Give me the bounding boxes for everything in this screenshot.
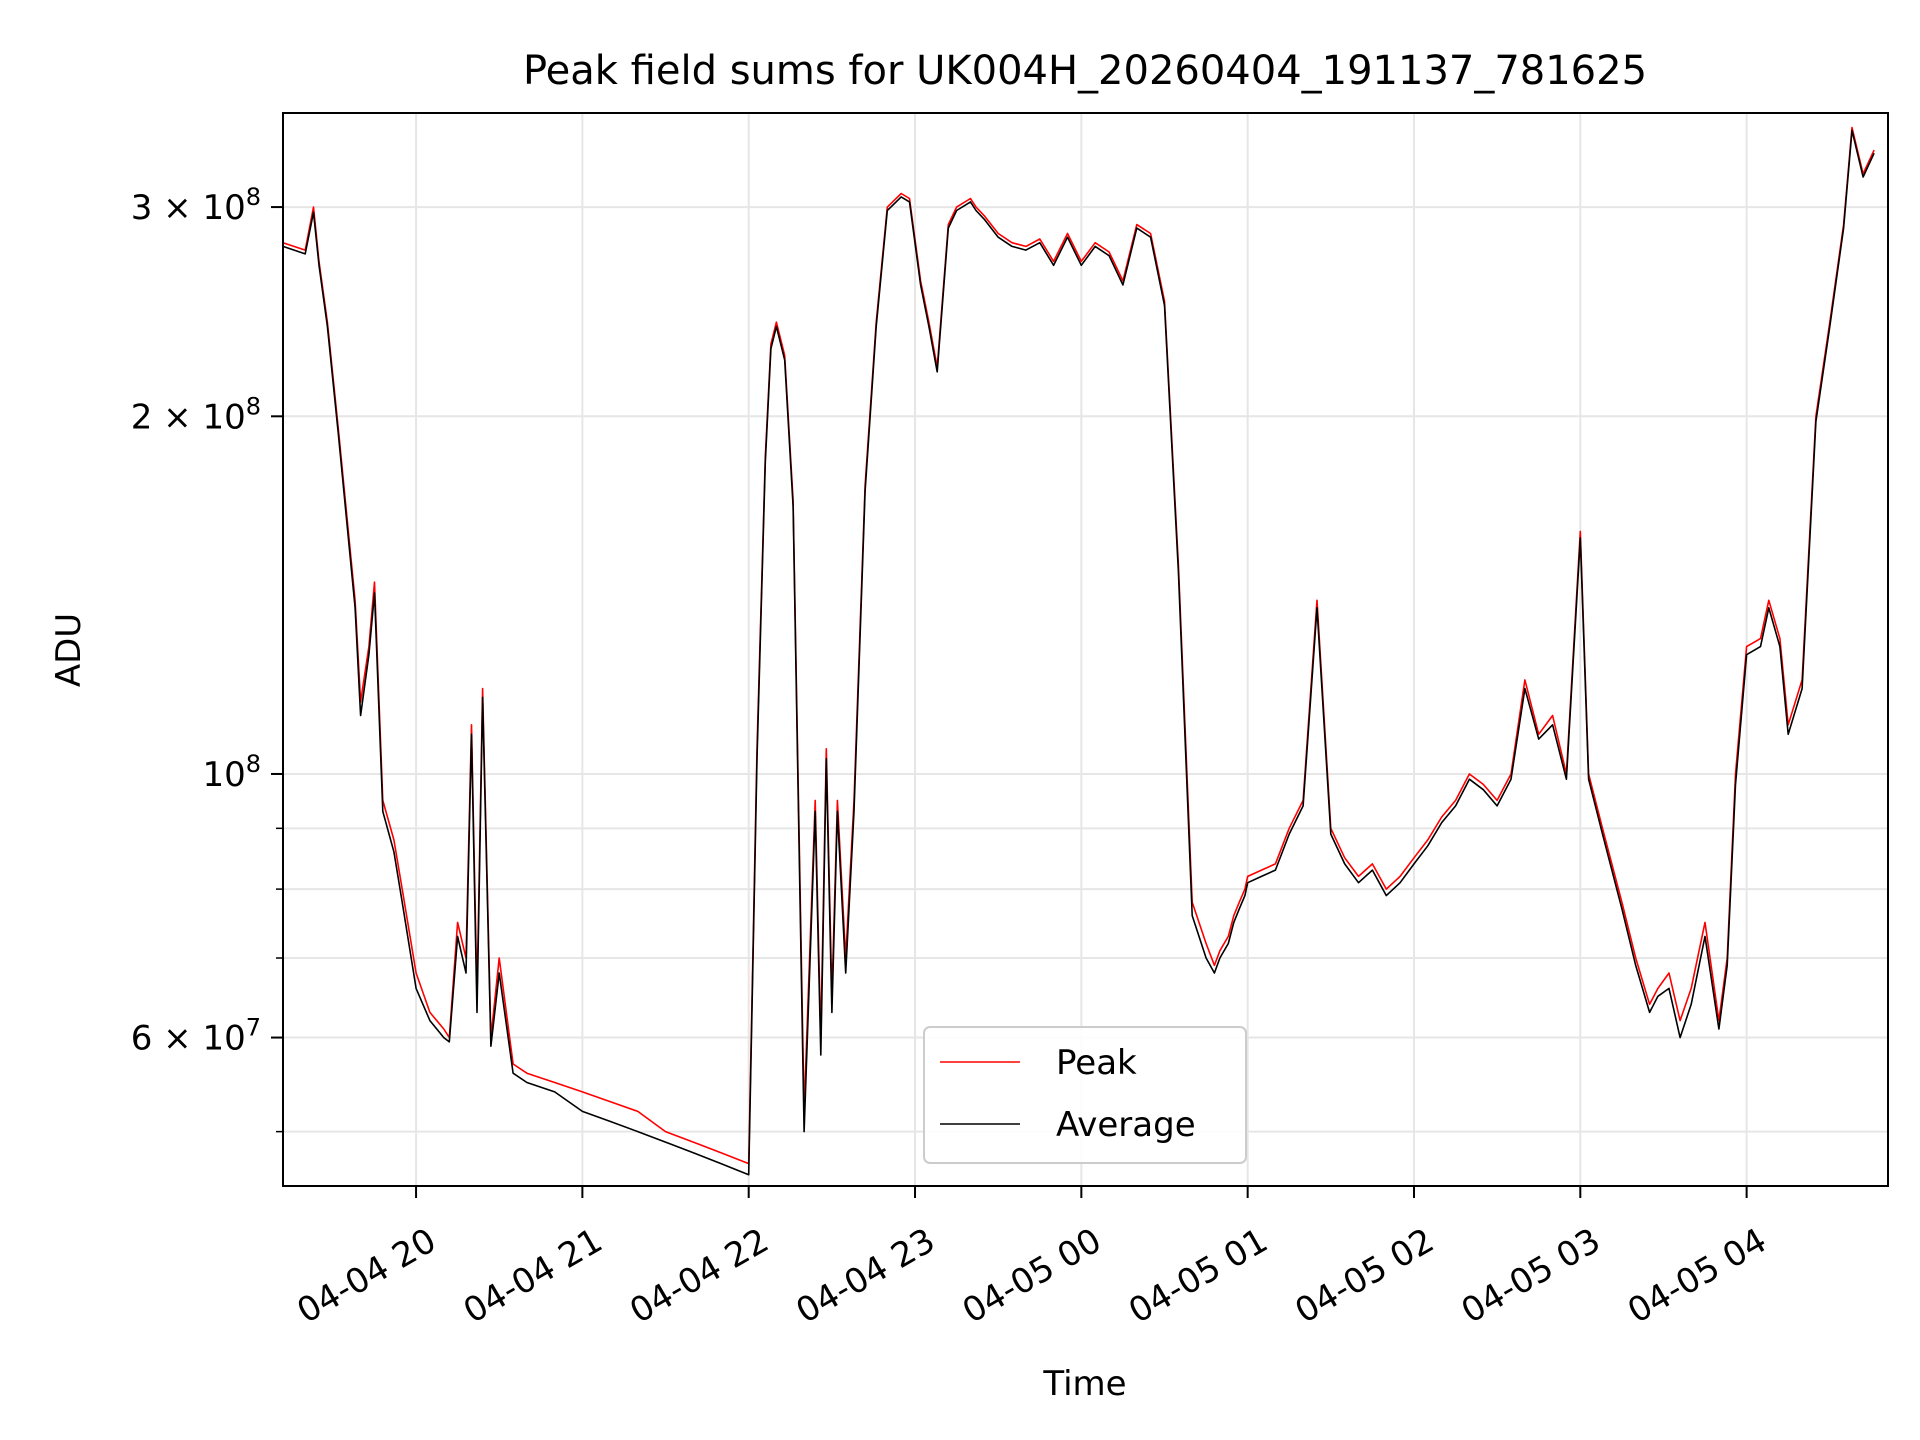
- series-layer: [282, 126, 1875, 1176]
- series-line-average: [282, 129, 1875, 1176]
- y-tick-label: 2 × 108: [131, 392, 261, 437]
- x-axis-label: Time: [1042, 1364, 1126, 1404]
- y-tick-label: 6 × 107: [131, 1014, 261, 1059]
- axes-frame: [282, 112, 1889, 1187]
- legend: Peak Average: [923, 1026, 1247, 1164]
- legend-box: [923, 1026, 1247, 1164]
- legend-average-label: Average: [1056, 1105, 1196, 1145]
- chart-title: Peak field sums for UK004H_20260404_1911…: [523, 48, 1647, 94]
- y-tick-label: 3 × 108: [131, 183, 261, 228]
- y-axis-label: ADU: [49, 613, 89, 687]
- legend-peak-label: Peak: [1056, 1043, 1137, 1083]
- y-tick-label: 108: [202, 750, 261, 795]
